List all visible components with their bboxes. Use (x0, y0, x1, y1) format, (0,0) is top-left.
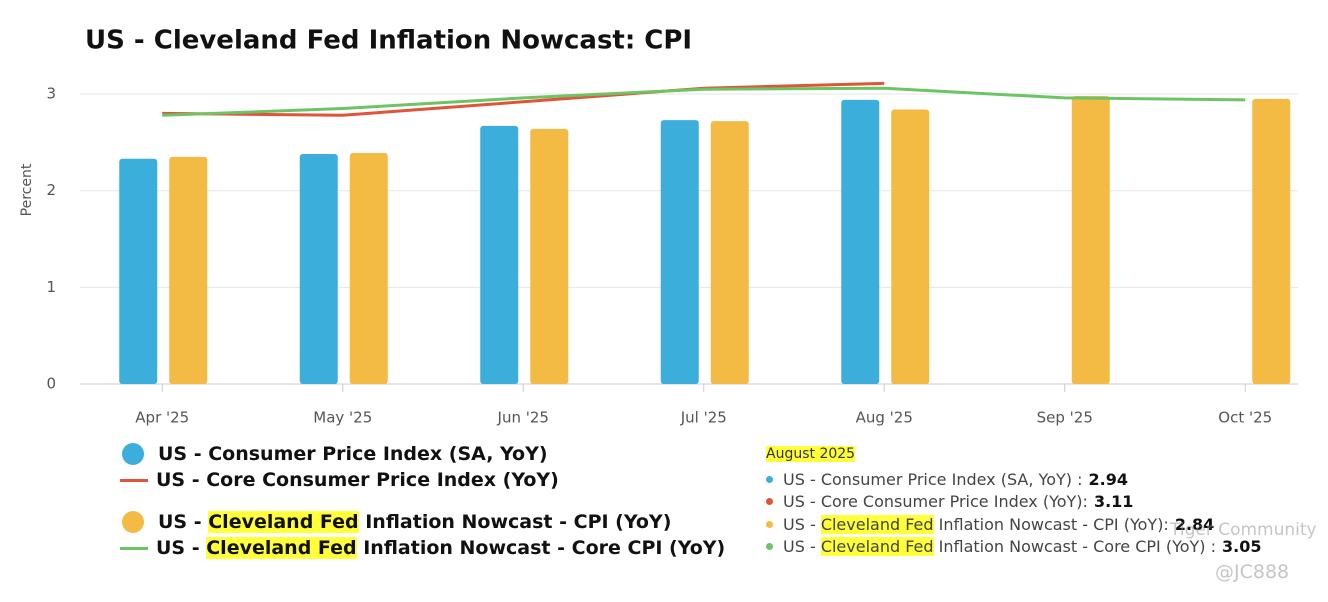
tooltip-label: US - Cleveland Fed Inflation Nowcast - C… (783, 514, 1169, 534)
legend-gap (120, 493, 725, 509)
legend-item: US - Consumer Price Index (SA, YoY) (120, 441, 725, 467)
legend-marker (120, 478, 148, 482)
legend-item: US - Cleveland Fed Inflation Nowcast - C… (120, 535, 725, 561)
tooltip-label: US - Consumer Price Index (SA, YoY) : (783, 469, 1083, 489)
bar (119, 158, 158, 384)
tooltip-item: US - Core Consumer Price Index (YoY): 3.1… (766, 491, 1262, 514)
legend-marker (122, 443, 144, 465)
tooltip-dot (766, 498, 773, 506)
bar (299, 153, 338, 384)
legend-marker (120, 546, 148, 550)
legend-label: US - Consumer Price Index (SA, YoY) (158, 443, 548, 465)
y-tick-label: 1 (46, 278, 56, 296)
tooltip-label: US - Core Consumer Price Index (YoY): (783, 492, 1088, 512)
highlight: Cleveland Fed (208, 511, 359, 533)
x-tick-label: Oct '25 (1218, 409, 1272, 427)
highlight: Cleveland Fed (820, 514, 934, 534)
tooltip-item: US - Cleveland Fed Inflation Nowcast - C… (766, 536, 1262, 559)
bar (1071, 95, 1110, 384)
tooltip-value: 3.11 (1093, 492, 1134, 512)
bar (1252, 98, 1291, 384)
tooltip: August 2025 US - Consumer Price Index (SA… (766, 443, 1262, 558)
highlight: Cleveland Fed (206, 537, 357, 559)
tooltip-value: 2.94 (1088, 469, 1128, 489)
x-tick-label: Jun '25 (497, 409, 549, 427)
legend-label: US - Core Consumer Price Index (YoY) (156, 469, 559, 491)
bar (530, 128, 569, 384)
tooltip-dot (766, 543, 773, 551)
legend-label: US - Cleveland Fed Inflation Nowcast - C… (156, 537, 726, 559)
tooltip-item: US - Consumer Price Index (SA, YoY) :2.9… (766, 468, 1262, 491)
legend-item: US - Core Consumer Price Index (YoY) (120, 467, 725, 493)
tooltip-value: 2.84 (1174, 514, 1215, 534)
bar (349, 152, 388, 384)
x-tick-label: Sep '25 (1037, 409, 1093, 427)
highlight: Cleveland Fed (820, 537, 934, 557)
watermark: Tiger Community (1170, 520, 1317, 540)
bar (660, 120, 699, 384)
tooltip-item: US - Cleveland Fed Inflation Nowcast - C… (766, 513, 1262, 536)
watermark: @JC888 (1215, 561, 1290, 583)
line (162, 81, 885, 117)
y-tick-label: 2 (46, 181, 56, 199)
y-tick-label: 0 (46, 375, 56, 393)
chart-title: US - Cleveland Fed Inflation Nowcast: CP… (85, 26, 692, 56)
line (162, 86, 1246, 117)
x-tick-label: Jul '25 (680, 409, 727, 427)
bar (710, 121, 749, 384)
y-axis-label: Percent (19, 163, 35, 216)
tooltip-value: 3.05 (1222, 537, 1262, 557)
bar (841, 99, 880, 384)
x-tick-label: Aug '25 (856, 409, 913, 427)
legend-label: US - Cleveland Fed Inflation Nowcast - C… (158, 511, 672, 533)
tooltip-dot (766, 520, 773, 528)
tooltip-label: US - Cleveland Fed Inflation Nowcast - C… (783, 537, 1217, 557)
x-tick-label: Apr '25 (135, 409, 189, 427)
tooltip-title: August 2025 (766, 446, 856, 462)
legend-marker (122, 511, 144, 533)
bar (891, 109, 930, 384)
bar (169, 156, 208, 384)
legend-item: US - Cleveland Fed Inflation Nowcast - C… (120, 509, 725, 535)
y-tick-label: 3 (46, 85, 56, 103)
x-tick-label: May '25 (313, 409, 372, 427)
legend: US - Consumer Price Index (SA, YoY) US - … (120, 441, 725, 561)
tooltip-dot (766, 475, 773, 483)
bar (480, 125, 519, 385)
